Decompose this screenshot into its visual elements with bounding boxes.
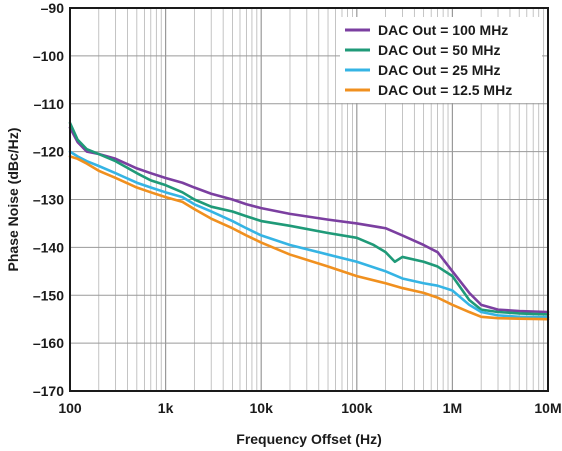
legend-label: DAC Out = 100 MHz [378,22,508,38]
series-line-3 [68,150,550,319]
series-line-2 [68,121,550,316]
y-tick-label: –130 [33,192,64,208]
legend-label: DAC Out = 25 MHz [378,62,501,78]
x-tick-label: 100k [341,400,372,416]
x-tick-label: 10k [250,400,274,416]
y-tick-label: –100 [33,48,64,64]
y-tick-label: –110 [34,96,65,112]
y-axis-title: Phase Noise (dBc/Hz) [5,128,21,272]
legend-label: DAC Out = 50 MHz [378,42,501,58]
x-tick-label: 1k [158,400,174,416]
legend: DAC Out = 100 MHz DAC Out = 50 MHz DAC Out… [340,17,542,103]
x-tick-label: 1M [443,400,462,416]
series-lines [68,121,550,321]
y-tick-label: –150 [33,287,64,303]
plot-frame [69,7,549,392]
x-tick-label: 100 [58,400,82,416]
y-tick-label: –90 [41,0,65,16]
y-tick-label: –160 [33,335,64,351]
x-tick-label: 10M [534,400,561,416]
x-axis-title: Frequency Offset (Hz) [236,431,381,447]
legend-label: DAC Out = 12.5 MHz [378,82,512,98]
series-line-4 [68,155,550,321]
y-tick-label: –170 [33,383,64,399]
y-tick-label: –140 [33,239,64,255]
legend-background [340,17,542,103]
y-tick-label: –120 [33,144,64,160]
series-line-1 [68,126,550,314]
